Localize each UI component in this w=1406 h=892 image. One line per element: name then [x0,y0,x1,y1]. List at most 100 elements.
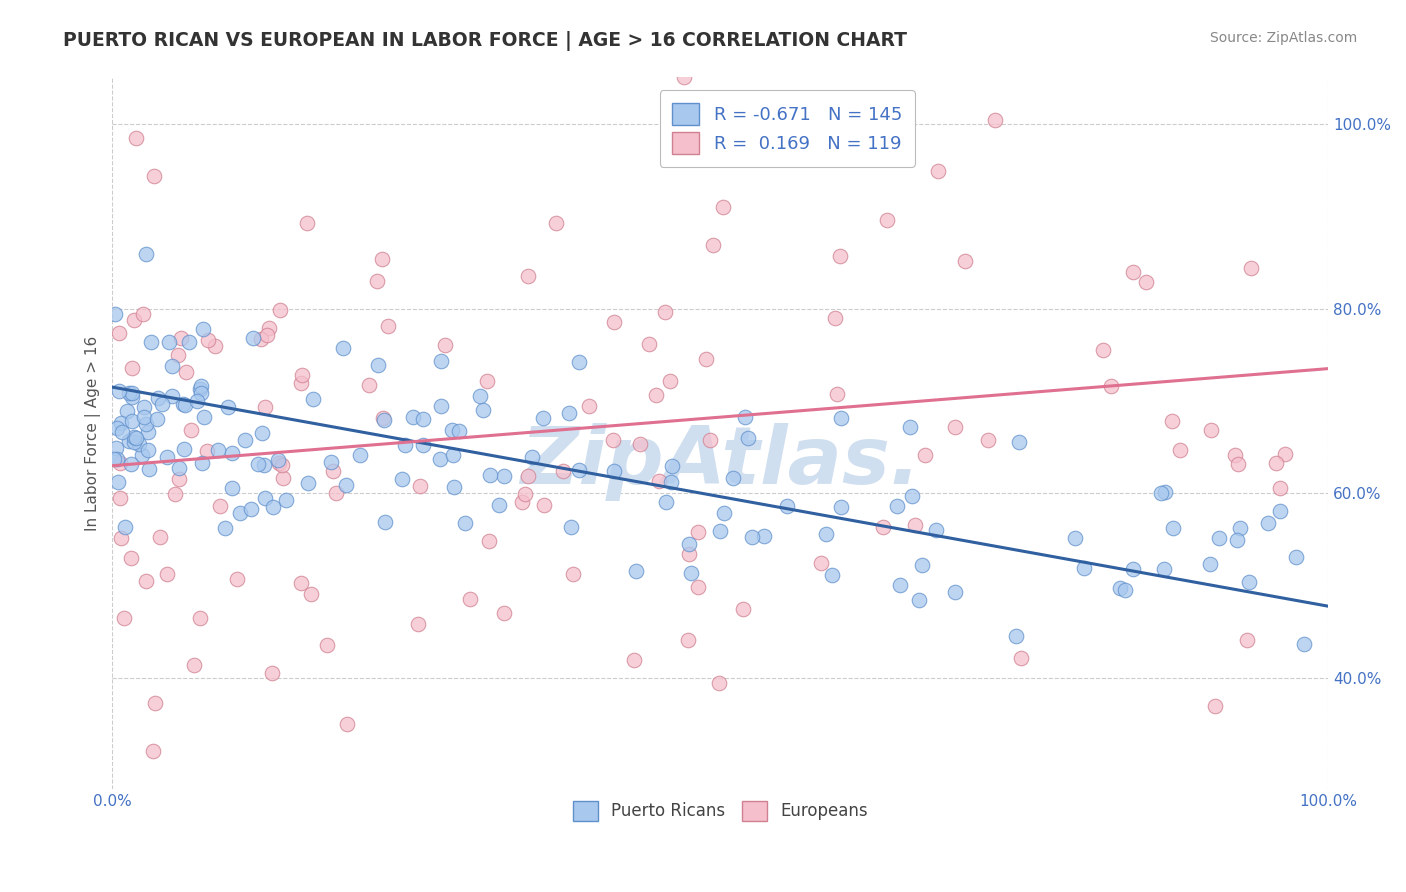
Point [1122,265,1144,279]
Point [659,475,682,489]
Point [108,456,131,470]
Point [681,566,703,580]
Point [112,611,135,625]
Point [190,379,212,393]
Point [262,500,284,514]
Point [517,469,540,483]
Point [136,442,159,457]
Point [898,419,921,434]
Text: PUERTO RICAN VS EUROPEAN IN LABOR FORCE | AGE > 16 CORRELATION CHART: PUERTO RICAN VS EUROPEAN IN LABOR FORCE … [63,31,907,51]
Point [377,318,399,333]
Point [229,506,252,520]
Point [180,423,202,437]
Point [927,164,949,178]
Point [190,611,212,625]
Point [257,321,280,335]
Point [131,449,153,463]
Point [188,382,211,396]
Point [371,252,394,266]
Point [121,361,143,376]
Point [1257,516,1279,530]
Point [706,100,728,114]
Point [1239,575,1261,590]
Point [454,516,477,531]
Point [270,458,292,472]
Point [515,486,537,500]
Point [1208,532,1230,546]
Point [984,113,1007,128]
Point [721,471,744,485]
Point [233,434,256,448]
Point [1285,550,1308,565]
Point [121,385,143,400]
Point [512,495,534,509]
Point [711,200,734,214]
Point [695,352,717,367]
Point [904,517,927,532]
Point [254,400,277,414]
Point [1153,562,1175,576]
Point [648,474,671,488]
Point [433,338,456,352]
Point [699,433,721,447]
Point [111,425,134,439]
Point [429,452,451,467]
Point [1236,632,1258,647]
Point [737,431,759,445]
Point [107,326,129,341]
Point [357,378,380,392]
Point [1294,637,1316,651]
Point [1101,379,1123,393]
Point [146,412,169,426]
Point [103,452,125,467]
Y-axis label: In Labor Force | Age > 16: In Labor Force | Age > 16 [86,335,101,531]
Point [167,461,190,475]
Point [900,489,922,503]
Point [115,404,138,418]
Point [124,313,146,327]
Point [430,399,453,413]
Point [775,500,797,514]
Point [105,421,128,435]
Point [645,387,668,401]
Point [157,334,180,349]
Point [170,331,193,345]
Point [568,355,591,369]
Point [1268,481,1291,495]
Point [325,485,347,500]
Point [709,675,731,690]
Point [260,666,283,681]
Point [156,566,179,581]
Point [748,126,770,140]
Point [374,515,396,529]
Point [366,274,388,288]
Point [602,434,624,448]
Point [713,506,735,520]
Point [914,448,936,462]
Point [441,423,464,437]
Point [167,472,190,486]
Point [105,451,128,466]
Point [686,580,709,594]
Point [925,523,948,537]
Point [269,302,291,317]
Point [654,305,676,319]
Point [122,435,145,450]
Point [1161,520,1184,534]
Point [135,574,157,588]
Point [242,331,264,345]
Point [1225,448,1247,462]
Point [412,411,434,425]
Point [824,311,846,326]
Point [558,406,581,420]
Point [810,556,832,570]
Point [118,434,141,448]
Point [1199,423,1222,437]
Point [578,399,600,413]
Point [110,491,132,505]
Point [815,526,838,541]
Point [322,463,344,477]
Point [122,429,145,443]
Point [1240,261,1263,276]
Point [602,315,624,329]
